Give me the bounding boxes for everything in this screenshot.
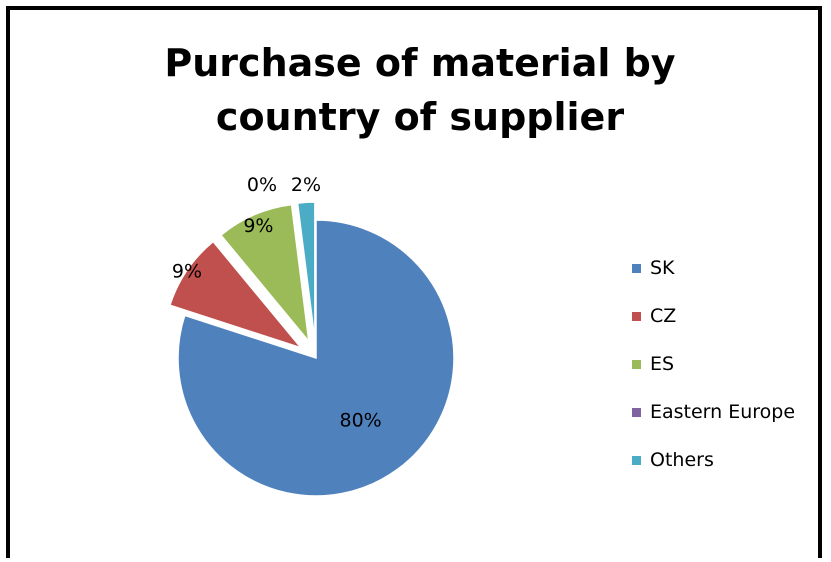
chart-title: Purchase of material by country of suppl… [164,41,676,139]
data-label-es: 9% [243,215,273,237]
pie-slice-sk [177,219,455,497]
pie-slice-others [296,201,316,341]
data-label-eastern-europe: 0% [247,174,277,196]
legend-label-eastern-europe: Eastern Europe [650,401,796,423]
pie-slice-cz [168,240,304,350]
legend-label-others: Others [650,449,714,471]
legend-swatch-others [632,455,641,465]
legend-swatch-sk [632,263,641,273]
legend-label-cz: CZ [650,305,677,327]
legend-item-es: ES [632,340,795,388]
legend-item-others: Others [632,436,795,484]
pie-slice-es [219,203,310,344]
legend-swatch-eastern-europe [632,407,641,417]
data-label-cz: 9% [172,260,202,282]
legend-swatch-es [632,359,641,369]
data-label-others: 2% [291,174,321,196]
legend-swatch-cz [632,311,641,321]
legend-label-sk: SK [650,257,675,279]
legend: SK CZ ES Eastern Europe Others [632,244,795,484]
data-label-sk: 80% [339,409,381,431]
legend-label-es: ES [650,353,675,375]
legend-item-eastern-europe: Eastern Europe [632,388,795,436]
legend-item-sk: SK [632,244,795,292]
legend-item-cz: CZ [632,292,795,340]
